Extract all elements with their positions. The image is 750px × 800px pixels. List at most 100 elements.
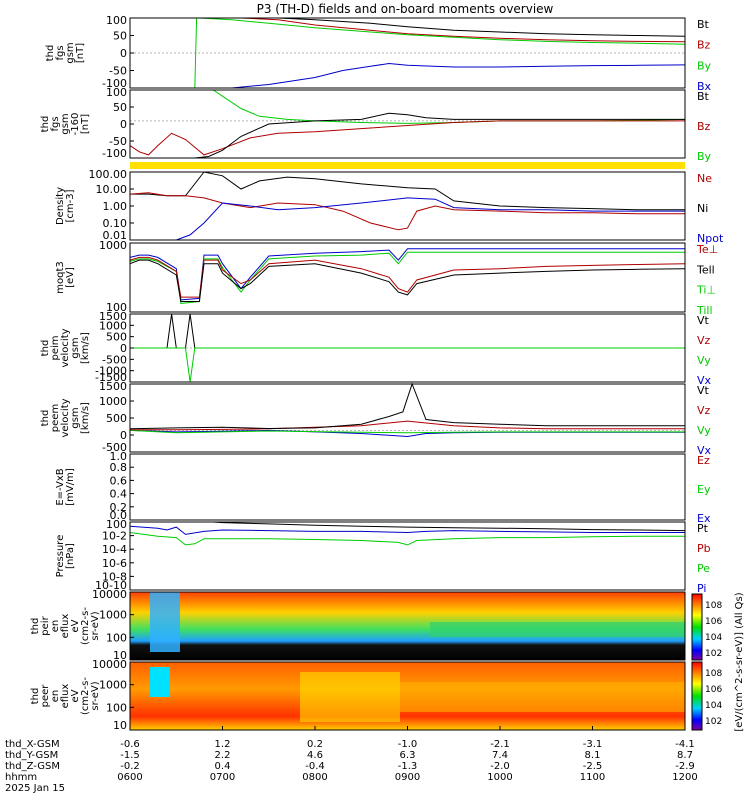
quality-flag-bar [130, 162, 685, 169]
ylabel-text: [mV/m] [65, 468, 76, 506]
ylabel-text: [eV] [65, 267, 76, 288]
ylabel-text: (cm2-s- [80, 677, 91, 715]
panel-fgs_sm: 100 50 0 -50-100 thd fgs gsm -160 [nT] Bt Bz By [40, 86, 712, 163]
ytick-label: 0 [120, 342, 127, 355]
ytick-label: 0.6 [110, 474, 128, 487]
ytick-label: 0.01 [103, 229, 128, 242]
ytick-label: 10 [113, 649, 127, 662]
ylabel-text: eflux [60, 614, 71, 639]
panel-frame [129, 242, 686, 313]
panel-peer: 10000 1000 100 10 thd peer en eflux eV (cm2-s-sr-… [30, 658, 686, 732]
legend-item: Ey [697, 483, 711, 496]
xaxis-value: -4.1 [675, 739, 695, 750]
legend-item: Tell [696, 263, 715, 276]
ytick-label: 500 [106, 331, 127, 344]
series-pressure-Pe [129, 532, 685, 546]
colorbar-tick: 108 [705, 669, 722, 679]
panel-efield: 1.00.80.60.40.20.0 E=-VxB [mV/m] Ez Ey Ex [55, 450, 711, 525]
legend-item: Ti⊥ [696, 284, 716, 297]
series-fgs-Bx [231, 62, 686, 89]
xaxis-value: -2.0 [490, 761, 510, 772]
ylabel-text: eflux [60, 684, 71, 709]
xaxis-row-label: thd_Z-GSM [5, 761, 60, 772]
xaxis-value: 1200 [672, 772, 697, 783]
legend-item: Bt [697, 90, 710, 103]
ylabel-text: en [50, 690, 61, 703]
ytick-label: 10-6 [102, 557, 127, 570]
ytick-label: -50 [109, 135, 127, 148]
legend-item: Pi [697, 582, 706, 595]
legend-item: Bz [697, 39, 711, 52]
ylabel-text: peer [40, 684, 51, 708]
colorbar-tick: 102 [705, 717, 722, 727]
xaxis-value: 0600 [117, 772, 142, 783]
ytick-label: 50 [113, 30, 127, 43]
spectrogram-feature [400, 682, 685, 712]
ytick-label: 0.10 [103, 217, 128, 230]
series-peem-Vy [129, 429, 685, 434]
legend-item: Ni [697, 202, 708, 215]
ytick-label: 100.00 [89, 168, 128, 181]
xaxis-value: 0.2 [307, 739, 323, 750]
ytick-label: 0 [120, 429, 127, 442]
ylabel-text: thd [40, 410, 51, 427]
legend-item: Ex [697, 512, 711, 525]
legend-item: Bt [697, 18, 710, 31]
ylabel-text: [nT] [75, 43, 86, 63]
xaxis-row-label: hhmm [5, 772, 37, 783]
xaxis-value: 6.3 [400, 750, 416, 761]
xaxis-value: 8.1 [585, 750, 601, 761]
colorbar-top [691, 593, 703, 661]
panel-frame [129, 383, 686, 453]
series-temp-Tell [129, 259, 686, 302]
xaxis-value: 0.4 [215, 761, 231, 772]
spectrogram-feature [150, 592, 180, 652]
ylabel-text: peim [50, 335, 61, 360]
xaxis-value: -1.5 [120, 750, 140, 761]
xaxis-value: -1.0 [398, 739, 418, 750]
ytick-label: 1500 [99, 380, 127, 393]
ylabel-text: E=-VxB [55, 468, 66, 505]
xaxis-value: -0.4 [305, 761, 325, 772]
legend-item: By [697, 150, 712, 163]
panel-temp: 1000 100 moqt3 [eV] Te⊥ Tell Ti⊥ Till [55, 239, 718, 317]
legend-item: Vx [697, 374, 712, 387]
xaxis-row-label: thd_Y-GSM [5, 750, 58, 761]
xaxis-value: 0800 [302, 772, 327, 783]
xaxis-value: -0.2 [120, 761, 140, 772]
legend-item: Pt [697, 522, 709, 535]
xaxis-value: 0700 [210, 772, 235, 783]
ytick-label: 1000 [99, 319, 127, 332]
ytick-label: 10000 [92, 588, 127, 601]
ylabel-text: [nPa] [65, 543, 76, 569]
series-peem-Vz [130, 420, 685, 431]
ytick-label: 100 [106, 301, 127, 314]
ylabel-text: thd [30, 688, 41, 705]
ylabel-text: velocity [60, 398, 71, 437]
ytick-label: -100 [102, 77, 127, 90]
legend-item: Till [696, 304, 713, 317]
ytick-label: -500 [102, 353, 127, 366]
xaxis-value: -0.6 [120, 739, 140, 750]
series-temp-Ti⊥ [129, 248, 685, 301]
colorbar-tick: 106 [705, 685, 722, 695]
ytick-label: 10.00 [96, 183, 128, 196]
legend-item: Vy [697, 354, 711, 367]
colorbar-bottom [691, 661, 703, 731]
ytick-label: 1500 [99, 310, 127, 323]
ytick-label: 1.00 [103, 200, 128, 213]
ytick-label: 100 [106, 631, 127, 644]
legend-item: Vx [697, 444, 712, 457]
ylabel-text: thd [40, 116, 51, 133]
ylabel-text: thd [45, 45, 56, 62]
xaxis-value: 1000 [487, 772, 512, 783]
ylabel-text: Density [55, 187, 66, 225]
series-pressure-Pi [129, 525, 685, 535]
ylabel-text: [cm-3] [65, 189, 76, 222]
ytick-label: 10000 [92, 658, 127, 671]
xaxis-value: -2.9 [675, 761, 695, 772]
legend-item: Bx [697, 80, 712, 93]
